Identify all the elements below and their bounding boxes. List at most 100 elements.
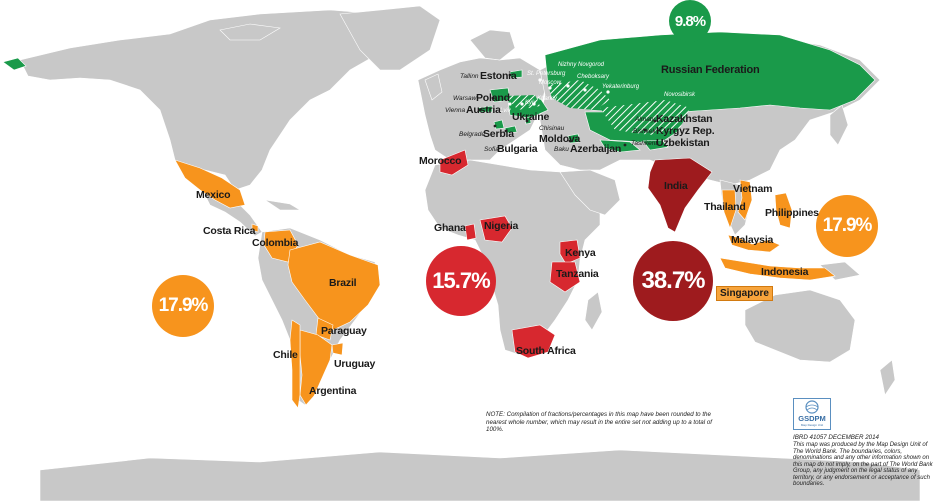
- map-id-line: IBRD 41057 DECEMBER 2014: [793, 434, 879, 441]
- label-india: India: [664, 180, 688, 192]
- map-credit: This map was produced by the Map Design …: [793, 442, 933, 487]
- label-chile: Chile: [273, 349, 298, 361]
- dot-kharkiv: [532, 102, 536, 106]
- bubble-latin-america: 17.9%: [152, 275, 214, 337]
- city-sofia: Sofia: [484, 146, 499, 153]
- dot-nizhny: [566, 84, 570, 88]
- madagascar-shape: [584, 291, 603, 331]
- dot-cheboksary: [583, 88, 587, 92]
- argentina-shape: [299, 329, 333, 406]
- tanzania-shape: [549, 261, 581, 293]
- region-south-asia: [647, 157, 713, 233]
- north-america-shape: [19, 9, 401, 191]
- uruguay-shape: [331, 342, 344, 356]
- indonesia-shape: [719, 257, 836, 281]
- city-dots: [478, 73, 657, 147]
- city-st-petersburg: St. Petersburg: [527, 71, 566, 77]
- dot-lviv: [508, 102, 512, 106]
- label-tanzania: Tanzania: [556, 268, 599, 280]
- label-kenya: Kenya: [565, 247, 596, 259]
- city-belgrade: Belgrade: [459, 131, 486, 138]
- austria-shape: [477, 105, 493, 113]
- brazil-shape: [287, 241, 381, 331]
- label-paraguay: Paraguay: [321, 325, 367, 337]
- dot-yekaterinburg: [606, 90, 610, 94]
- new-zealand-shape: [879, 359, 896, 396]
- dot-baku: [568, 139, 572, 143]
- city-lviv: Lviv: [500, 108, 511, 114]
- city-kyiv: Kyiv: [525, 100, 537, 106]
- city-almaty: Almaty: [635, 116, 655, 123]
- dot-chisinau: [525, 119, 529, 123]
- city-baku: Baku: [554, 146, 569, 153]
- city-dots-white: [508, 78, 610, 106]
- uzbekistan-shape: [599, 139, 641, 153]
- dot-st-petersburg: [538, 78, 542, 82]
- label-serbia: Serbia: [483, 128, 514, 140]
- greenland-shape: [339, 5, 441, 71]
- dot-almaty: [653, 119, 657, 123]
- region-africa: [439, 149, 581, 359]
- label-uzbekistan: Uzbekistan: [656, 137, 710, 149]
- city-yekaterinburg: Yekaterinburg: [602, 84, 640, 90]
- dot-warsaw: [491, 96, 495, 100]
- city-kharkiv: Kharkiv: [537, 96, 558, 102]
- antarctica-shape: [39, 449, 921, 501]
- city-cheboksary: Cheboksary: [577, 74, 610, 80]
- hatch-western-russia: [548, 80, 610, 110]
- bubble-africa: 15.7%: [426, 246, 496, 316]
- label-bulgaria: Bulgaria: [497, 143, 538, 155]
- label-russia: Russian Federation: [661, 64, 760, 76]
- caribbean-shape: [264, 199, 302, 211]
- label-ukraine: Ukraine: [512, 111, 550, 123]
- city-bishkek: Bishkek: [633, 128, 656, 135]
- russia-shape: [544, 31, 876, 116]
- city-novosibirsk: Novosibirsk: [664, 92, 696, 98]
- mexico-shape: [174, 159, 246, 209]
- thailand-shape: [721, 189, 737, 229]
- label-malaysia: Malaysia: [731, 234, 774, 246]
- bubble-east-asia-pacific: 17.9%: [816, 195, 878, 257]
- dot-vienna: [478, 108, 482, 112]
- label-thailand: Thailand: [704, 201, 746, 213]
- label-kazakhstan: Kazakhstan: [656, 113, 713, 125]
- dot-tallinn: [508, 73, 512, 77]
- label-philippines: Philippines: [765, 207, 819, 219]
- city-tashkent: Tashkent: [631, 140, 658, 147]
- kyrgyz-shape: [642, 139, 669, 151]
- label-nigeria: Nigeria: [484, 220, 519, 232]
- city-vienna: Vienna: [445, 107, 466, 114]
- australia-shape: [744, 289, 856, 363]
- philippines-shape: [774, 192, 793, 229]
- region-latin-america: [174, 159, 381, 409]
- dot-bishkek: [643, 128, 647, 132]
- label-moldova: Moldova: [539, 133, 581, 145]
- japan-shape: [829, 104, 849, 146]
- ghana-shape: [464, 223, 477, 241]
- vietnam-shape: [737, 179, 753, 221]
- globe-icon: [805, 400, 819, 414]
- morocco-shape: [439, 149, 469, 176]
- label-azerbaijan: Azerbaijan: [570, 143, 622, 155]
- label-singapore: Singapore: [716, 286, 773, 301]
- uk-shape: [424, 73, 443, 101]
- dot-sofia: [504, 129, 508, 133]
- label-kyrgyz: Kyrgyz Rep.: [656, 125, 715, 137]
- alaska-tip-shape: [2, 57, 27, 71]
- dot-belgrade: [493, 124, 497, 128]
- label-south-africa: South Africa: [516, 345, 576, 357]
- label-uruguay: Uruguay: [334, 358, 376, 370]
- hatched-areas: [505, 80, 690, 135]
- south-africa-shape: [511, 324, 556, 359]
- costa-rica-shape: [251, 223, 259, 233]
- nigeria-shape: [479, 215, 513, 243]
- label-brazil: Brazil: [329, 277, 357, 289]
- dot-moscow: [548, 86, 552, 90]
- arctic-islands-shape: [219, 23, 281, 41]
- bubble-south-asia: 38.7%: [633, 241, 713, 321]
- chile-shape: [289, 319, 301, 409]
- label-mexico: Mexico: [196, 189, 231, 201]
- dot-kyiv: [520, 102, 524, 106]
- region-east-asia-pacific: [719, 179, 836, 281]
